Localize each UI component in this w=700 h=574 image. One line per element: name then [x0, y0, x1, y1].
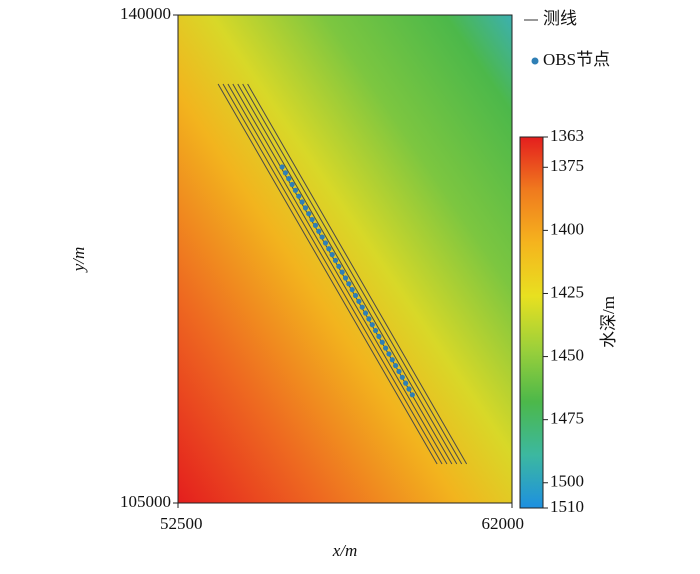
x-tick-label: 52500: [160, 514, 203, 533]
obs-node: [406, 386, 412, 392]
obs-node: [312, 222, 319, 228]
x-tick-label: 62000: [482, 514, 525, 533]
obs-node: [403, 380, 409, 386]
obs-node: [369, 322, 375, 328]
obs-node: [399, 374, 405, 380]
plot-frame: [177, 14, 513, 504]
colorbar-tick-label: 1510: [550, 497, 584, 516]
obs-node: [376, 333, 382, 339]
survey-line: [217, 83, 438, 465]
colorbar-tick-label: 1425: [550, 282, 584, 301]
obs-node: [386, 351, 392, 357]
obs-node: [389, 357, 395, 363]
obs-node: [366, 316, 372, 322]
obs-node: [279, 164, 285, 170]
colorbar-tick-label: 1363: [550, 126, 584, 145]
colorbar-tick-label: 1450: [550, 345, 584, 364]
obs-node: [322, 240, 329, 246]
legend-dot: [531, 57, 539, 65]
obs-node: [396, 368, 402, 375]
obs-node: [372, 327, 379, 334]
obs-node: [383, 345, 389, 351]
survey-line: [242, 83, 463, 465]
obs-node: [336, 263, 342, 269]
legend-label: 测线: [543, 9, 577, 28]
survey-line: [222, 83, 443, 465]
obs-node: [319, 234, 325, 240]
colorbar-tick-label: 1475: [550, 409, 584, 428]
colorbar-tick-label: 1500: [550, 472, 584, 491]
y-tick-label: 105000: [120, 492, 171, 511]
obs-node: [332, 257, 339, 264]
obs-node: [356, 298, 362, 304]
obs-node: [286, 176, 292, 182]
obs-node: [299, 199, 305, 205]
obs-node: [342, 275, 349, 281]
obs-node: [352, 292, 359, 299]
legend-label: OBS节点: [543, 50, 610, 69]
obs-node: [306, 211, 312, 217]
colorbar-tick-label: 1375: [550, 156, 584, 175]
obs-node: [346, 281, 352, 287]
survey-line: [227, 83, 448, 465]
obs-node: [309, 216, 315, 223]
y-tick-label: 140000: [120, 4, 171, 23]
obs-node: [289, 181, 295, 188]
obs-node: [409, 392, 415, 398]
y-axis-label: y/m: [69, 247, 88, 274]
colorbar: [519, 136, 544, 509]
obs-node: [316, 228, 322, 234]
obs-node: [302, 205, 309, 211]
obs-node: [339, 269, 345, 275]
survey-line: [237, 83, 458, 465]
obs-node: [379, 339, 385, 345]
colorbar-label: 水深/m: [599, 296, 618, 348]
obs-node: [292, 187, 299, 193]
obs-node: [393, 363, 399, 369]
obs-node: [362, 310, 369, 316]
obs-node: [359, 304, 365, 310]
obs-node: [296, 193, 302, 199]
colorbar-tick-label: 1400: [550, 219, 584, 238]
obs-node: [349, 287, 355, 293]
bathymetry: [178, 15, 512, 503]
obs-node: [282, 170, 289, 176]
obs-node: [326, 246, 332, 252]
x-axis-label: x/m: [332, 541, 358, 560]
survey-line: [247, 83, 468, 465]
obs-node: [329, 252, 335, 258]
